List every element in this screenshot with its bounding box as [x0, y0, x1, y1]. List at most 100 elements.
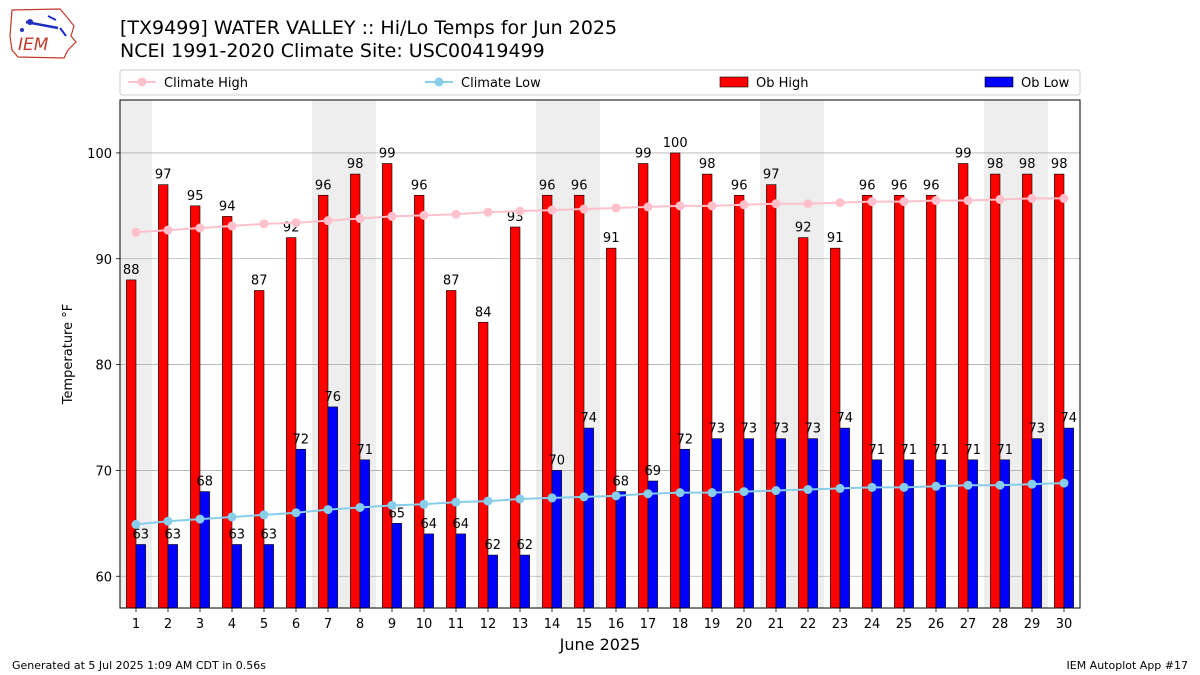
ob-low-bar	[1031, 438, 1042, 609]
ob-low-label: 74	[837, 411, 854, 426]
ob-high-bar	[1054, 173, 1065, 609]
climate-high-point	[995, 194, 1005, 204]
ob-high-bar	[414, 194, 425, 609]
climate-low-point	[643, 489, 653, 499]
climate-high-point	[643, 202, 653, 212]
ob-low-label: 62	[517, 538, 534, 553]
climate-high-point	[419, 210, 429, 220]
legend-ob-high-label: Ob High	[756, 76, 809, 91]
legend-box	[119, 69, 1081, 96]
climate-low-point	[547, 493, 557, 503]
ob-high-bar	[350, 173, 361, 609]
climate-low-point	[355, 502, 365, 512]
ob-low-bar	[647, 480, 658, 609]
ob-high-bar	[830, 247, 841, 609]
ob-high-bar	[798, 237, 809, 609]
ob-low-bar	[167, 544, 178, 609]
ob-high-label: 94	[219, 199, 236, 214]
x-axis-label: June 2025	[559, 635, 641, 654]
climate-high-point	[259, 219, 269, 229]
climate-high-point	[195, 223, 205, 233]
climate-low-point	[419, 499, 429, 509]
legend-climate-low-marker	[434, 77, 444, 87]
weekend-shade	[792, 100, 824, 608]
x-tick-label: 23	[832, 617, 849, 632]
ob-low-bar	[1063, 427, 1074, 609]
ob-low-bar	[551, 470, 562, 609]
climate-low-point	[995, 480, 1005, 490]
iem-logo: IEM	[9, 8, 77, 59]
ob-low-bar	[583, 427, 594, 609]
climate-low-point	[899, 482, 909, 492]
ob-high-bar	[670, 152, 681, 609]
climate-low-point	[867, 482, 877, 492]
ob-low-bar	[711, 438, 722, 609]
x-tick-label: 9	[388, 617, 396, 632]
ob-low-bar	[839, 427, 850, 609]
x-tick-label: 19	[704, 617, 721, 632]
ob-high-label: 87	[443, 274, 460, 289]
ob-high-label: 93	[507, 210, 524, 225]
ob-low-label: 63	[261, 528, 278, 543]
climate-low-point	[195, 514, 205, 524]
climate-high-point	[355, 214, 365, 224]
ob-high-label: 99	[955, 147, 972, 162]
ob-high-bar	[510, 226, 521, 609]
ob-low-label: 64	[421, 517, 438, 532]
climate-low-point	[963, 480, 973, 490]
x-tick-label: 1	[132, 617, 140, 632]
climate-high-point	[1059, 193, 1069, 203]
ob-high-label: 98	[987, 157, 1004, 172]
y-axis-label: Temperature °F	[61, 304, 76, 405]
climate-low-point	[675, 488, 685, 498]
ob-high-bar	[862, 194, 873, 609]
legend-ob-low-label: Ob Low	[1021, 76, 1070, 91]
ob-low-label: 71	[357, 443, 374, 458]
chart-title: [TX9499] WATER VALLEY :: Hi/Lo Temps for…	[120, 17, 618, 39]
ob-low-label: 69	[645, 464, 662, 479]
ob-low-label: 73	[773, 422, 790, 437]
ob-low-label: 74	[581, 411, 598, 426]
ob-high-bar	[126, 279, 137, 609]
x-tick-label: 17	[640, 617, 657, 632]
climate-low-point	[611, 491, 621, 501]
x-tick-label: 12	[480, 617, 497, 632]
climate-high-point	[515, 206, 525, 216]
ob-high-bar	[734, 194, 745, 609]
ob-high-label: 92	[795, 221, 812, 236]
ob-high-label: 98	[1051, 157, 1068, 172]
weekend-shade	[984, 100, 1016, 608]
generated-note: Generated at 5 Jul 2025 1:09 AM CDT in 0…	[12, 659, 266, 672]
climate-high-point	[387, 211, 397, 221]
climate-low-point	[579, 492, 589, 502]
y-tick-label: 80	[95, 359, 112, 374]
ob-high-label: 91	[827, 231, 844, 246]
climate-high-point	[707, 201, 717, 211]
ob-high-label: 96	[315, 178, 332, 193]
climate-high-point	[739, 200, 749, 210]
climate-high-point	[163, 225, 173, 235]
ob-low-bar	[231, 544, 242, 609]
climate-low-point	[323, 505, 333, 515]
y-tick-label: 90	[95, 253, 112, 268]
climate-high-point	[323, 216, 333, 226]
ob-low-bar	[999, 459, 1010, 609]
climate-high-point	[1027, 193, 1037, 203]
ob-low-label: 63	[165, 528, 182, 543]
climate-low-point	[483, 496, 493, 506]
ob-high-bar	[606, 247, 617, 609]
ob-high-bar	[958, 163, 969, 609]
weekend-shade	[760, 100, 792, 608]
ob-low-label: 71	[869, 443, 886, 458]
ob-high-label: 99	[635, 147, 652, 162]
x-tick-label: 20	[736, 617, 753, 632]
ob-low-bar	[135, 544, 146, 609]
ob-high-label: 92	[283, 221, 300, 236]
climate-low-point	[771, 486, 781, 496]
climate-low-point	[1027, 479, 1037, 489]
climate-high-point	[899, 197, 909, 207]
ob-high-bar	[1022, 173, 1033, 609]
ob-low-label: 71	[933, 443, 950, 458]
ob-high-bar	[254, 290, 265, 609]
ob-high-bar	[286, 237, 297, 609]
